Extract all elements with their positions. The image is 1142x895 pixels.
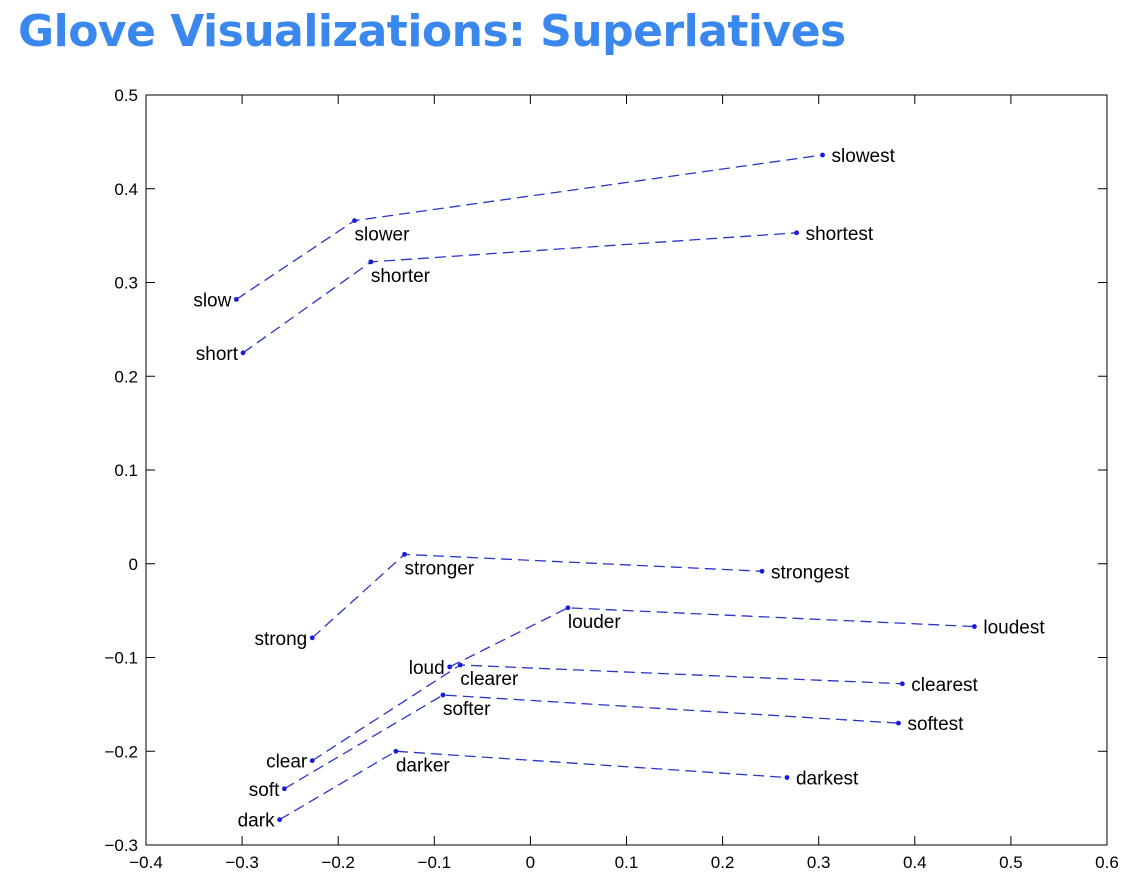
data-point: [971, 624, 977, 629]
x-tick-labels: −0.4 −0.3 −0.2 −0.1 0 0.1 0.2 0.3 0.4 0.5 0.6: [129, 853, 1119, 872]
data-point: [457, 662, 463, 668]
data-point: [440, 692, 446, 698]
x-tick-label: −0.2: [321, 853, 355, 872]
data-point: [352, 218, 357, 224]
y-tick-label: 0.2: [114, 367, 138, 386]
data-point: [277, 817, 282, 823]
word-label: slower: [355, 225, 411, 246]
data-point: [309, 758, 315, 764]
x-tick-label: 0.5: [999, 853, 1023, 872]
word-label: shortest: [806, 224, 874, 245]
connector-line: [311, 553, 763, 639]
data-point: [402, 551, 407, 557]
connector-line: [311, 664, 903, 762]
x-tick-label: 0.4: [903, 853, 927, 872]
data-point: [281, 786, 287, 792]
y-tick-label: 0: [129, 555, 138, 574]
word-label: shorter: [371, 266, 431, 287]
slide-title: Glove Visualizations: Superlatives: [18, 6, 846, 57]
word-label: clear: [266, 752, 308, 773]
word-label: slowest: [832, 146, 896, 167]
data-point: [233, 296, 239, 302]
x-tick-label: 0.1: [615, 853, 639, 872]
word-labels: slow slower slowest short shorter shortest str…: [193, 146, 1045, 832]
connector-line: [279, 750, 788, 821]
y-tick-label: 0.4: [114, 180, 138, 199]
y-tick-label: 0.3: [114, 274, 138, 293]
y-tick-labels: −0.3 −0.2 −0.1 0 0.1 0.2 0.3 0.4 0.5: [104, 86, 138, 855]
data-point: [896, 720, 901, 726]
data-point: [759, 568, 765, 574]
axis-ticks: [145, 94, 1108, 846]
data-point: [820, 152, 825, 158]
word-label: slow: [193, 290, 231, 311]
word-label: strongest: [771, 562, 850, 583]
y-tick-label: −0.2: [104, 742, 138, 761]
word-label: softer: [443, 699, 491, 720]
word-label: strong: [254, 629, 307, 650]
data-point: [393, 748, 399, 754]
data-point: [240, 350, 246, 356]
x-tick-label: 0: [526, 853, 535, 872]
data-points: [233, 152, 977, 823]
x-tick-label: −0.4: [129, 853, 163, 872]
data-point: [794, 230, 799, 236]
x-tick-label: 0.2: [711, 853, 735, 872]
word-label: clearest: [911, 675, 978, 696]
connector-line: [449, 607, 975, 668]
y-tick-label: 0.5: [114, 86, 138, 105]
connector-line: [235, 154, 823, 300]
data-point: [447, 664, 453, 670]
word-label: louder: [568, 612, 621, 633]
word-label: short: [196, 344, 239, 365]
connector-line: [284, 694, 899, 790]
y-tick-label: 0.1: [114, 461, 138, 480]
x-tick-label: −0.1: [418, 853, 452, 872]
x-tick-label: 0.3: [807, 853, 831, 872]
connector-line: [242, 232, 797, 354]
word-label: darker: [396, 755, 451, 776]
data-point: [899, 681, 905, 687]
word-label: softest: [907, 714, 964, 735]
word-label: dark: [238, 811, 275, 832]
y-tick-label: −0.3: [104, 836, 138, 855]
connector-lines: [235, 154, 975, 821]
data-point: [368, 259, 374, 265]
data-point: [309, 635, 315, 641]
word-label: darkest: [796, 769, 859, 790]
word-label: stronger: [405, 558, 475, 579]
y-tick-label: −0.1: [104, 649, 138, 668]
word-label: loudest: [983, 618, 1045, 639]
x-tick-label: 0.6: [1095, 853, 1119, 872]
x-tick-label: −0.3: [225, 853, 259, 872]
data-point: [784, 775, 790, 780]
data-point: [565, 605, 571, 611]
word-label: loud: [409, 658, 445, 679]
word-label: soft: [249, 780, 280, 801]
word-label: clearer: [460, 669, 519, 690]
